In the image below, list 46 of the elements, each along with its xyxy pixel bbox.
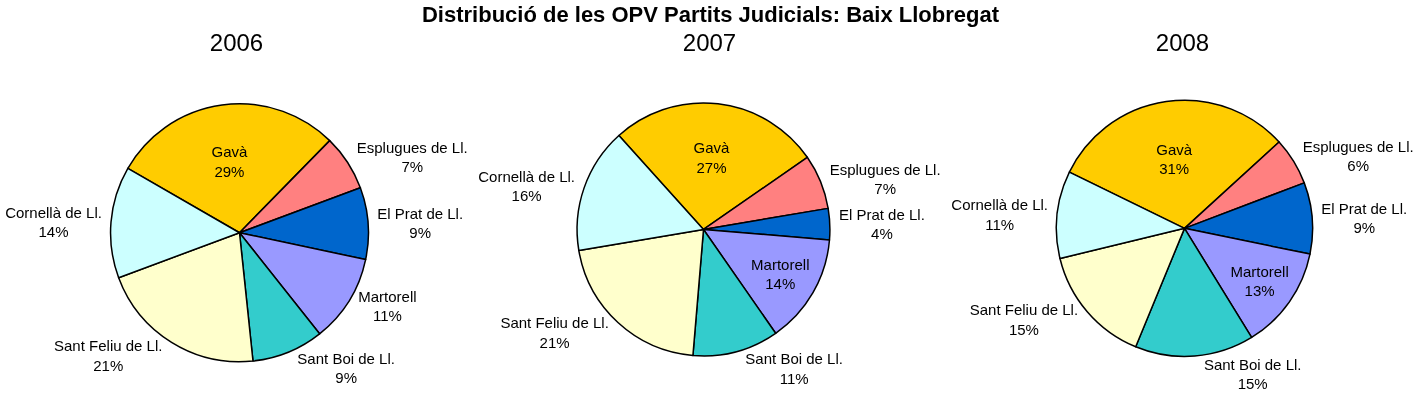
slice-label: El Prat de Ll.	[377, 204, 464, 222]
data-label: 27%	[696, 158, 727, 176]
data-label: 15%	[1237, 375, 1268, 393]
slice-label: Esplugues de Ll.	[829, 160, 941, 178]
slice-label: El Prat de Ll.	[1321, 199, 1408, 217]
data-label: 16%	[511, 187, 542, 205]
data-label: 14%	[765, 275, 796, 293]
slice-label: Martorell	[358, 287, 417, 305]
data-label: 9%	[335, 369, 357, 387]
data-label: 9%	[1353, 219, 1376, 237]
slice-label: Cornellà de Ll.	[951, 196, 1049, 214]
slice-label: Sant Boi de Ll.	[297, 349, 395, 367]
slice-label: Esplugues de Ll.	[356, 138, 468, 156]
chart-title: 2008	[1155, 28, 1210, 56]
data-label: 15%	[1008, 320, 1039, 338]
slice-label: Sant Boi de Ll.	[745, 350, 843, 368]
slice-label: Esplugues de Ll.	[1302, 137, 1414, 155]
data-label: 7%	[401, 158, 424, 176]
data-label: 9%	[409, 224, 432, 242]
data-label: 6%	[1347, 157, 1370, 175]
slice-label: Gavà	[693, 139, 731, 157]
slice-label: Martorell	[1230, 262, 1289, 280]
slice-label: Sant Feliu de Ll.	[500, 314, 609, 332]
slice-label: El Prat de Ll.	[838, 205, 925, 223]
slice-label: Sant Boi de Ll.	[1203, 355, 1302, 373]
data-label: 7%	[874, 180, 896, 198]
slice-label: Gavà	[1156, 140, 1193, 158]
data-label: 14%	[38, 223, 69, 241]
slice-label: Sant Feliu de Ll.	[969, 301, 1079, 319]
slice-label: Sant Feliu de Ll.	[54, 337, 163, 355]
data-label: 13%	[1244, 282, 1275, 300]
slice-label: Cornellà de Ll.	[5, 203, 102, 221]
chart-title: 2007	[682, 28, 737, 56]
text: Distribució de les OPV Partits Judicials: Baix Llobregat	[420, 1, 1001, 29]
data-label: 11%	[985, 215, 1015, 233]
slice-label: Martorell	[751, 255, 810, 273]
chart-title: 2006	[209, 28, 264, 56]
data-label: 21%	[93, 356, 124, 374]
slice-label: Cornellà de Ll.	[478, 167, 575, 185]
data-label: 11%	[372, 307, 402, 325]
data-label: 31%	[1159, 160, 1190, 178]
data-label: 29%	[214, 162, 245, 180]
slice-label: Gavà	[211, 143, 248, 161]
data-label: 11%	[779, 369, 809, 387]
data-label: 21%	[539, 333, 570, 351]
data-label: 4%	[871, 225, 893, 243]
